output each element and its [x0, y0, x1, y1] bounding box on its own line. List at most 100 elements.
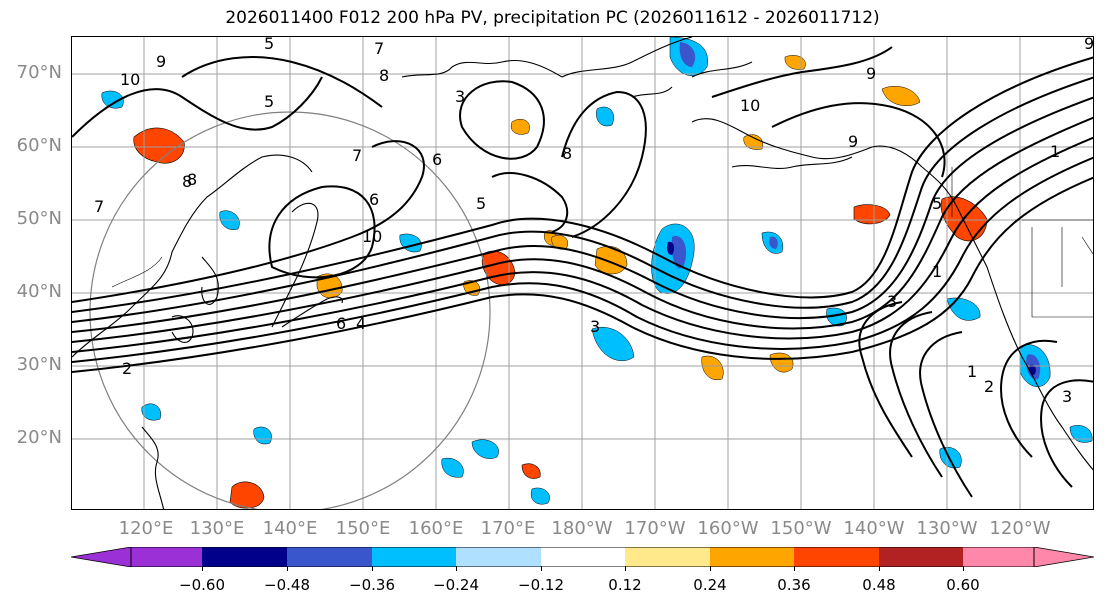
lat-label: 70°N [16, 62, 62, 83]
contour-label: 2 [122, 359, 132, 378]
precip-patch [591, 327, 635, 361]
lat-label: 60°N [16, 135, 62, 156]
colorbar-tick [372, 566, 373, 571]
colorbar-tick-label: −0.24 [433, 576, 479, 594]
contour-label: 7 [352, 146, 362, 165]
contour-label: 7 [374, 39, 384, 58]
contour-label: 10 [740, 96, 760, 115]
contour-label: 10 [120, 70, 140, 89]
precip-patch [651, 223, 695, 294]
pv-contours [72, 46, 1093, 498]
precip-patch [769, 352, 794, 373]
colorbar-extend-max [1033, 547, 1094, 567]
colorbar-tick [541, 566, 542, 571]
political-borders [111, 167, 1093, 318]
contour-label: 8 [182, 172, 192, 191]
precip-patch [229, 481, 265, 509]
colorbar-bin [456, 547, 541, 567]
colorbar-bin [287, 547, 372, 567]
contour-label: 1 [1050, 142, 1060, 161]
colorbar-bin [879, 547, 963, 567]
precipitation-shading [101, 37, 1093, 509]
lon-label: 160°W [697, 518, 759, 539]
coastlines [72, 37, 1093, 509]
contour-label: 5 [264, 37, 274, 53]
colorbar-tick [456, 566, 457, 571]
contour-label: 4 [356, 314, 366, 333]
precip-patch [141, 403, 162, 421]
map-canvas: 10 9 5 7 8 5 3 6 7 8 5 6 10 4 6 2 3 8 10… [72, 37, 1094, 509]
precip-patch [399, 233, 422, 253]
colorbar-tick-label: 0.12 [608, 576, 642, 594]
contour-label: 1 [967, 362, 977, 381]
colorbar [71, 547, 1094, 567]
colorbar-tick [794, 566, 795, 571]
colorbar-tick [287, 566, 288, 571]
colorbar-tick-label: 0.60 [946, 576, 980, 594]
precip-patch [441, 457, 464, 478]
contour-label: 9 [156, 52, 166, 71]
colorbar-bin [372, 547, 456, 567]
precip-patch [679, 42, 696, 67]
precip-patch [769, 236, 778, 249]
colorbar-bin [541, 547, 625, 567]
colorbar-tick [879, 566, 880, 571]
colorbar-outline [130, 547, 1035, 567]
colorbar-bin [710, 547, 794, 567]
lon-label: 130°W [916, 518, 978, 539]
colorbar-tick-label: −0.36 [349, 576, 395, 594]
colorbar-tick-label: 0.48 [862, 576, 896, 594]
lat-label: 20°N [16, 427, 62, 448]
colorbar-tick-label: −0.12 [518, 576, 564, 594]
colorbar-extend-min [71, 547, 132, 567]
precip-patch [530, 487, 550, 505]
precip-patch [784, 55, 806, 70]
colorbar-tick-label: −0.60 [179, 576, 225, 594]
precip-patch [853, 204, 891, 225]
precip-patch [133, 127, 185, 164]
precip-patch [101, 90, 124, 109]
contour-label: 6 [369, 190, 379, 209]
contour-label: 5 [476, 194, 486, 213]
precip-patch [671, 236, 687, 269]
lon-label: 160°E [408, 518, 464, 539]
lon-label: 130°E [189, 518, 245, 539]
precip-patch [253, 426, 272, 445]
contour-label: 9 [848, 132, 858, 151]
lon-label: 140°W [843, 518, 905, 539]
lon-label: 150°E [335, 518, 391, 539]
contour-label: 3 [455, 87, 465, 106]
lon-label: 180°W [551, 518, 613, 539]
precip-patch [881, 86, 921, 106]
contour-label: 8 [562, 144, 572, 163]
lat-label: 30°N [16, 354, 62, 375]
precip-patch [510, 118, 530, 135]
colorbar-tick [202, 566, 203, 571]
lon-label: 120°E [118, 518, 174, 539]
precip-patch [826, 307, 847, 327]
lon-label: 170°W [624, 518, 686, 539]
colorbar-tick [710, 566, 711, 571]
lon-label: 120°W [989, 518, 1051, 539]
contour-label: 5 [264, 92, 274, 111]
precip-patch [1069, 425, 1093, 443]
map-panel[interactable]: 10 9 5 7 8 5 3 6 7 8 5 6 10 4 6 2 3 8 10… [71, 36, 1094, 510]
contour-label: 6 [336, 314, 346, 333]
colorbar-tick-label: −0.48 [264, 576, 310, 594]
colorbar-bin [625, 547, 710, 567]
contour-label: 9 [866, 64, 876, 83]
colorbar-bin [963, 547, 1034, 567]
lat-label: 40°N [16, 281, 62, 302]
contour-label: 7 [94, 197, 104, 216]
contour-label: 8 [379, 66, 389, 85]
precip-patch [701, 355, 724, 381]
precip-patch [596, 106, 614, 127]
lon-label: 170°E [480, 518, 536, 539]
precip-patch [594, 246, 628, 275]
lon-label: 150°W [770, 518, 832, 539]
contour-label: 3 [590, 317, 600, 336]
colorbar-tick [963, 566, 964, 571]
contour-label: 9 [1084, 37, 1094, 53]
range-circle [89, 111, 491, 509]
contour-labels: 10 9 5 7 8 5 3 6 7 8 5 6 10 4 6 2 3 8 10… [94, 37, 1094, 406]
